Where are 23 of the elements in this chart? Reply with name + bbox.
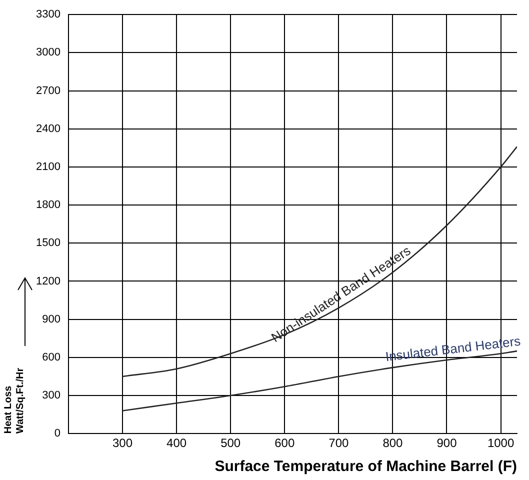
x-tick-label: 400: [166, 436, 187, 450]
x-tick-label: 500: [220, 436, 241, 450]
y-tick-label: 1200: [36, 275, 60, 288]
x-axis-title: Surface Temperature of Machine Barrel (F): [214, 458, 517, 476]
y-axis-title: Heat Loss Watt/Sq.Ft./Hr: [2, 368, 26, 434]
y-tick-label: 2400: [36, 122, 60, 135]
x-tick-label: 900: [436, 436, 458, 450]
x-tick-label: 300: [112, 436, 133, 450]
text: Insulated Band Heaters: [384, 333, 522, 364]
y-tick-label: 1800: [36, 199, 60, 212]
y-tick-label: 3300: [36, 8, 60, 21]
x-tick-label: 700: [328, 436, 349, 450]
y-tick-label: 3000: [36, 46, 60, 59]
y-tick-label: 2100: [36, 160, 60, 173]
x-tick-label: 800: [382, 436, 404, 450]
y-tick-label: 0: [54, 428, 60, 440]
y-tick-label: 300: [42, 390, 60, 402]
y-tick-label: 600: [42, 351, 60, 364]
y-tick-label: 900: [42, 313, 60, 326]
x-tick-label: 600: [274, 436, 295, 450]
y-tick-label: 1500: [36, 237, 60, 250]
x-tick-label: 1000: [487, 436, 514, 450]
y-tick-label: 2700: [36, 84, 60, 97]
